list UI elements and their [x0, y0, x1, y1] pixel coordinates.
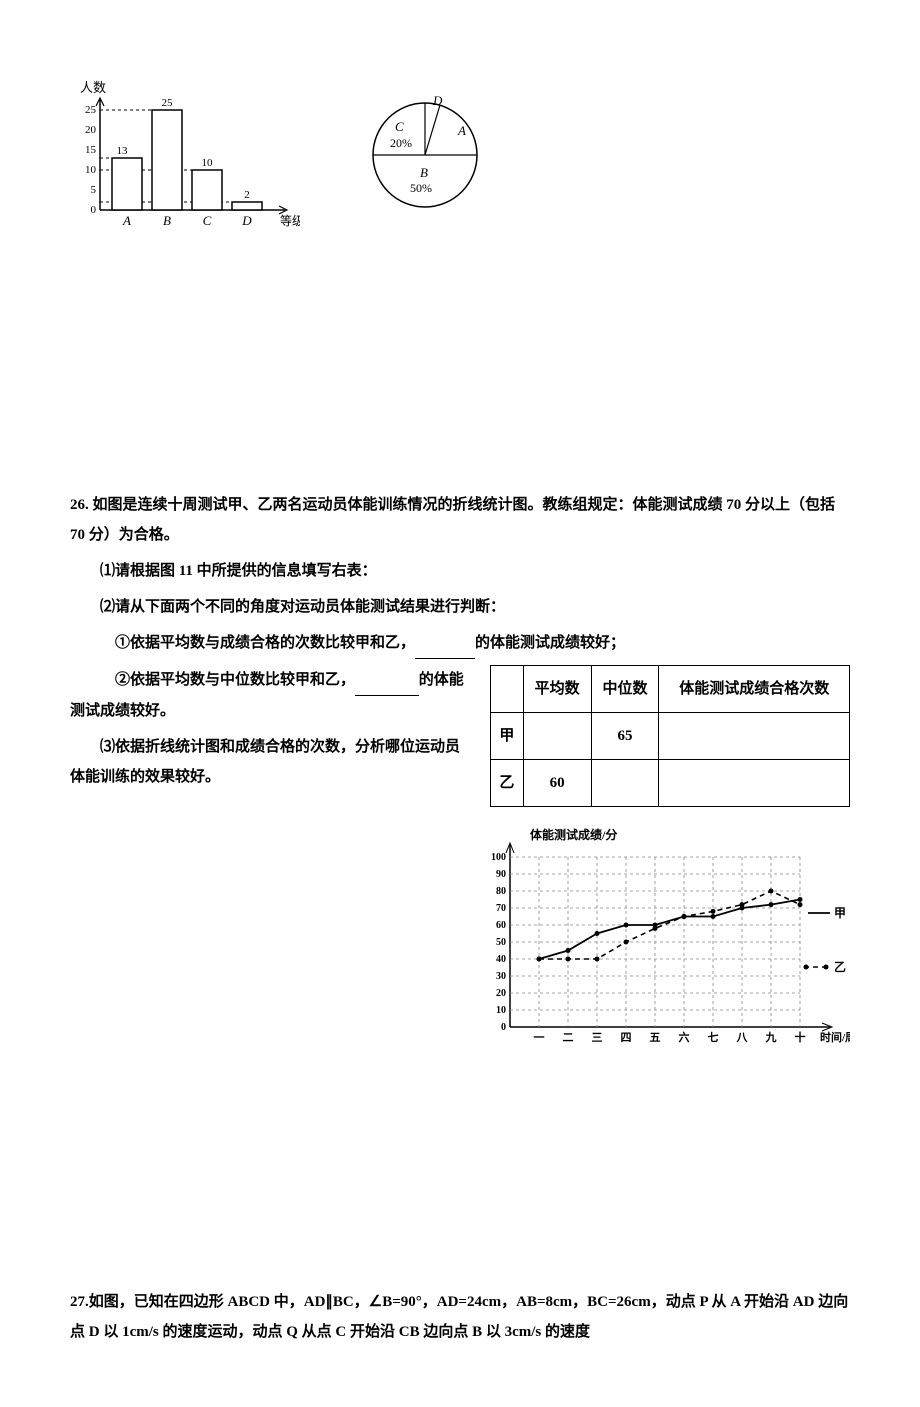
- svg-text:30: 30: [496, 971, 506, 982]
- svg-text:40: 40: [496, 954, 506, 965]
- svg-text:0: 0: [501, 1022, 506, 1033]
- svg-text:90: 90: [496, 869, 506, 880]
- svg-text:十: 十: [795, 1030, 806, 1044]
- question-27: 27.如图，已知在四边形 ABCD 中，AD∥BC，∠B=90°，AD=24cm…: [70, 1287, 850, 1347]
- legend-yi: 乙: [834, 960, 846, 974]
- bar-y-title: 人数: [80, 80, 106, 95]
- svg-text:2: 2: [244, 189, 250, 201]
- svg-text:A: A: [457, 123, 466, 138]
- table-row: 甲 65: [491, 713, 850, 760]
- svg-text:D: D: [432, 93, 443, 108]
- blank-1: [415, 628, 475, 659]
- svg-text:六: 六: [679, 1030, 690, 1044]
- q26-p2b: ②依据平均数与中位数比较甲和乙， 的体能测试成绩较好。: [70, 665, 470, 726]
- pie-chart: D A C 20% B 50%: [360, 85, 500, 225]
- q26-title: 26. 如图是连续十周测试甲、乙两名运动员体能训练情况的折线统计图。教练组规定：…: [70, 490, 850, 550]
- svg-text:25: 25: [162, 97, 174, 109]
- svg-text:C: C: [203, 213, 212, 228]
- svg-text:八: 八: [736, 1031, 749, 1044]
- q26-p2a: ①依据平均数与成绩合格的次数比较甲和乙， 的体能测试成绩较好；: [70, 628, 850, 659]
- svg-text:0: 0: [91, 204, 97, 216]
- svg-text:100: 100: [491, 852, 506, 863]
- table-row: 乙 60: [491, 760, 850, 807]
- svg-text:80: 80: [496, 886, 506, 897]
- svg-text:B: B: [163, 213, 171, 228]
- svg-text:25: 25: [85, 104, 97, 116]
- blank-2: [355, 665, 419, 696]
- svg-text:三: 三: [592, 1031, 603, 1044]
- bar-chart: 人数 0 5 10 15 20 25: [70, 80, 300, 230]
- bar-x-title: 等级: [280, 214, 300, 228]
- charts-row: 人数 0 5 10 15 20 25: [70, 80, 850, 230]
- svg-text:50%: 50%: [410, 181, 432, 195]
- svg-text:5: 5: [91, 184, 97, 196]
- data-table: 平均数 中位数 体能测试成绩合格次数 甲 65 乙 60: [490, 665, 850, 807]
- svg-text:五: 五: [650, 1031, 661, 1044]
- svg-text:二: 二: [563, 1032, 574, 1044]
- line-chart: 体能测试成绩/分: [70, 827, 850, 1047]
- q26-p2: ⑵请从下面两个不同的角度对运动员体能测试结果进行判断：: [70, 592, 850, 622]
- svg-text:C: C: [395, 119, 404, 134]
- svg-text:A: A: [122, 213, 131, 228]
- svg-text:20: 20: [496, 988, 506, 999]
- svg-text:七: 七: [708, 1030, 719, 1044]
- svg-text:20%: 20%: [390, 136, 412, 150]
- line-y-title: 体能测试成绩/分: [530, 827, 617, 842]
- svg-text:70: 70: [496, 903, 506, 914]
- svg-text:15: 15: [85, 144, 97, 156]
- svg-text:时间/周: 时间/周: [820, 1030, 850, 1044]
- svg-text:九: 九: [765, 1030, 777, 1044]
- svg-text:13: 13: [117, 145, 129, 157]
- svg-text:10: 10: [202, 157, 214, 169]
- svg-text:10: 10: [85, 164, 97, 176]
- svg-text:60: 60: [496, 920, 506, 931]
- legend-jia: 甲: [834, 906, 846, 920]
- svg-text:一: 一: [534, 1032, 545, 1044]
- svg-text:20: 20: [85, 124, 97, 136]
- svg-text:B: B: [420, 165, 428, 180]
- q26-p3: ⑶依据折线统计图和成绩合格的次数，分析哪位运动员体能训练的效果较好。: [70, 732, 470, 792]
- svg-text:10: 10: [496, 1005, 506, 1016]
- question-26: 26. 如图是连续十周测试甲、乙两名运动员体能训练情况的折线统计图。教练组规定：…: [70, 490, 850, 1047]
- svg-text:D: D: [241, 213, 252, 228]
- svg-text:四: 四: [621, 1031, 632, 1044]
- q26-p1: ⑴请根据图 11 中所提供的信息填写右表：: [70, 556, 850, 586]
- svg-text:50: 50: [496, 937, 506, 948]
